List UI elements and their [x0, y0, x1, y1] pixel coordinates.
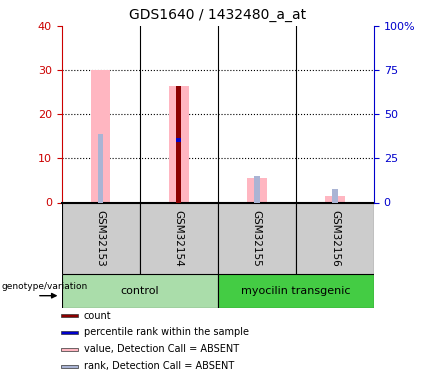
- Text: percentile rank within the sample: percentile rank within the sample: [84, 327, 249, 338]
- Text: GSM32154: GSM32154: [174, 210, 184, 267]
- Bar: [61, 348, 78, 351]
- Bar: [62, 274, 218, 308]
- Text: GSM32155: GSM32155: [252, 210, 262, 267]
- Text: GSM32153: GSM32153: [95, 210, 106, 267]
- Bar: [98, 134, 103, 202]
- Text: myocilin transgenic: myocilin transgenic: [241, 286, 351, 296]
- Bar: [61, 365, 78, 368]
- Bar: [296, 202, 374, 274]
- Text: control: control: [121, 286, 159, 296]
- Bar: [218, 202, 296, 274]
- Bar: [61, 331, 78, 334]
- Bar: [254, 176, 260, 203]
- Bar: [61, 314, 78, 317]
- Bar: [247, 178, 267, 203]
- Bar: [169, 86, 188, 202]
- Title: GDS1640 / 1432480_a_at: GDS1640 / 1432480_a_at: [129, 9, 306, 22]
- Text: genotype/variation: genotype/variation: [1, 282, 88, 291]
- Bar: [218, 274, 374, 308]
- Text: count: count: [84, 310, 111, 321]
- Text: value, Detection Call = ABSENT: value, Detection Call = ABSENT: [84, 344, 239, 354]
- Bar: [176, 138, 181, 142]
- Text: rank, Detection Call = ABSENT: rank, Detection Call = ABSENT: [84, 361, 234, 371]
- Bar: [332, 189, 337, 202]
- Bar: [62, 202, 140, 274]
- Bar: [140, 202, 218, 274]
- Text: GSM32156: GSM32156: [330, 210, 340, 267]
- Bar: [325, 196, 345, 202]
- Bar: [91, 70, 110, 202]
- Bar: [176, 86, 181, 202]
